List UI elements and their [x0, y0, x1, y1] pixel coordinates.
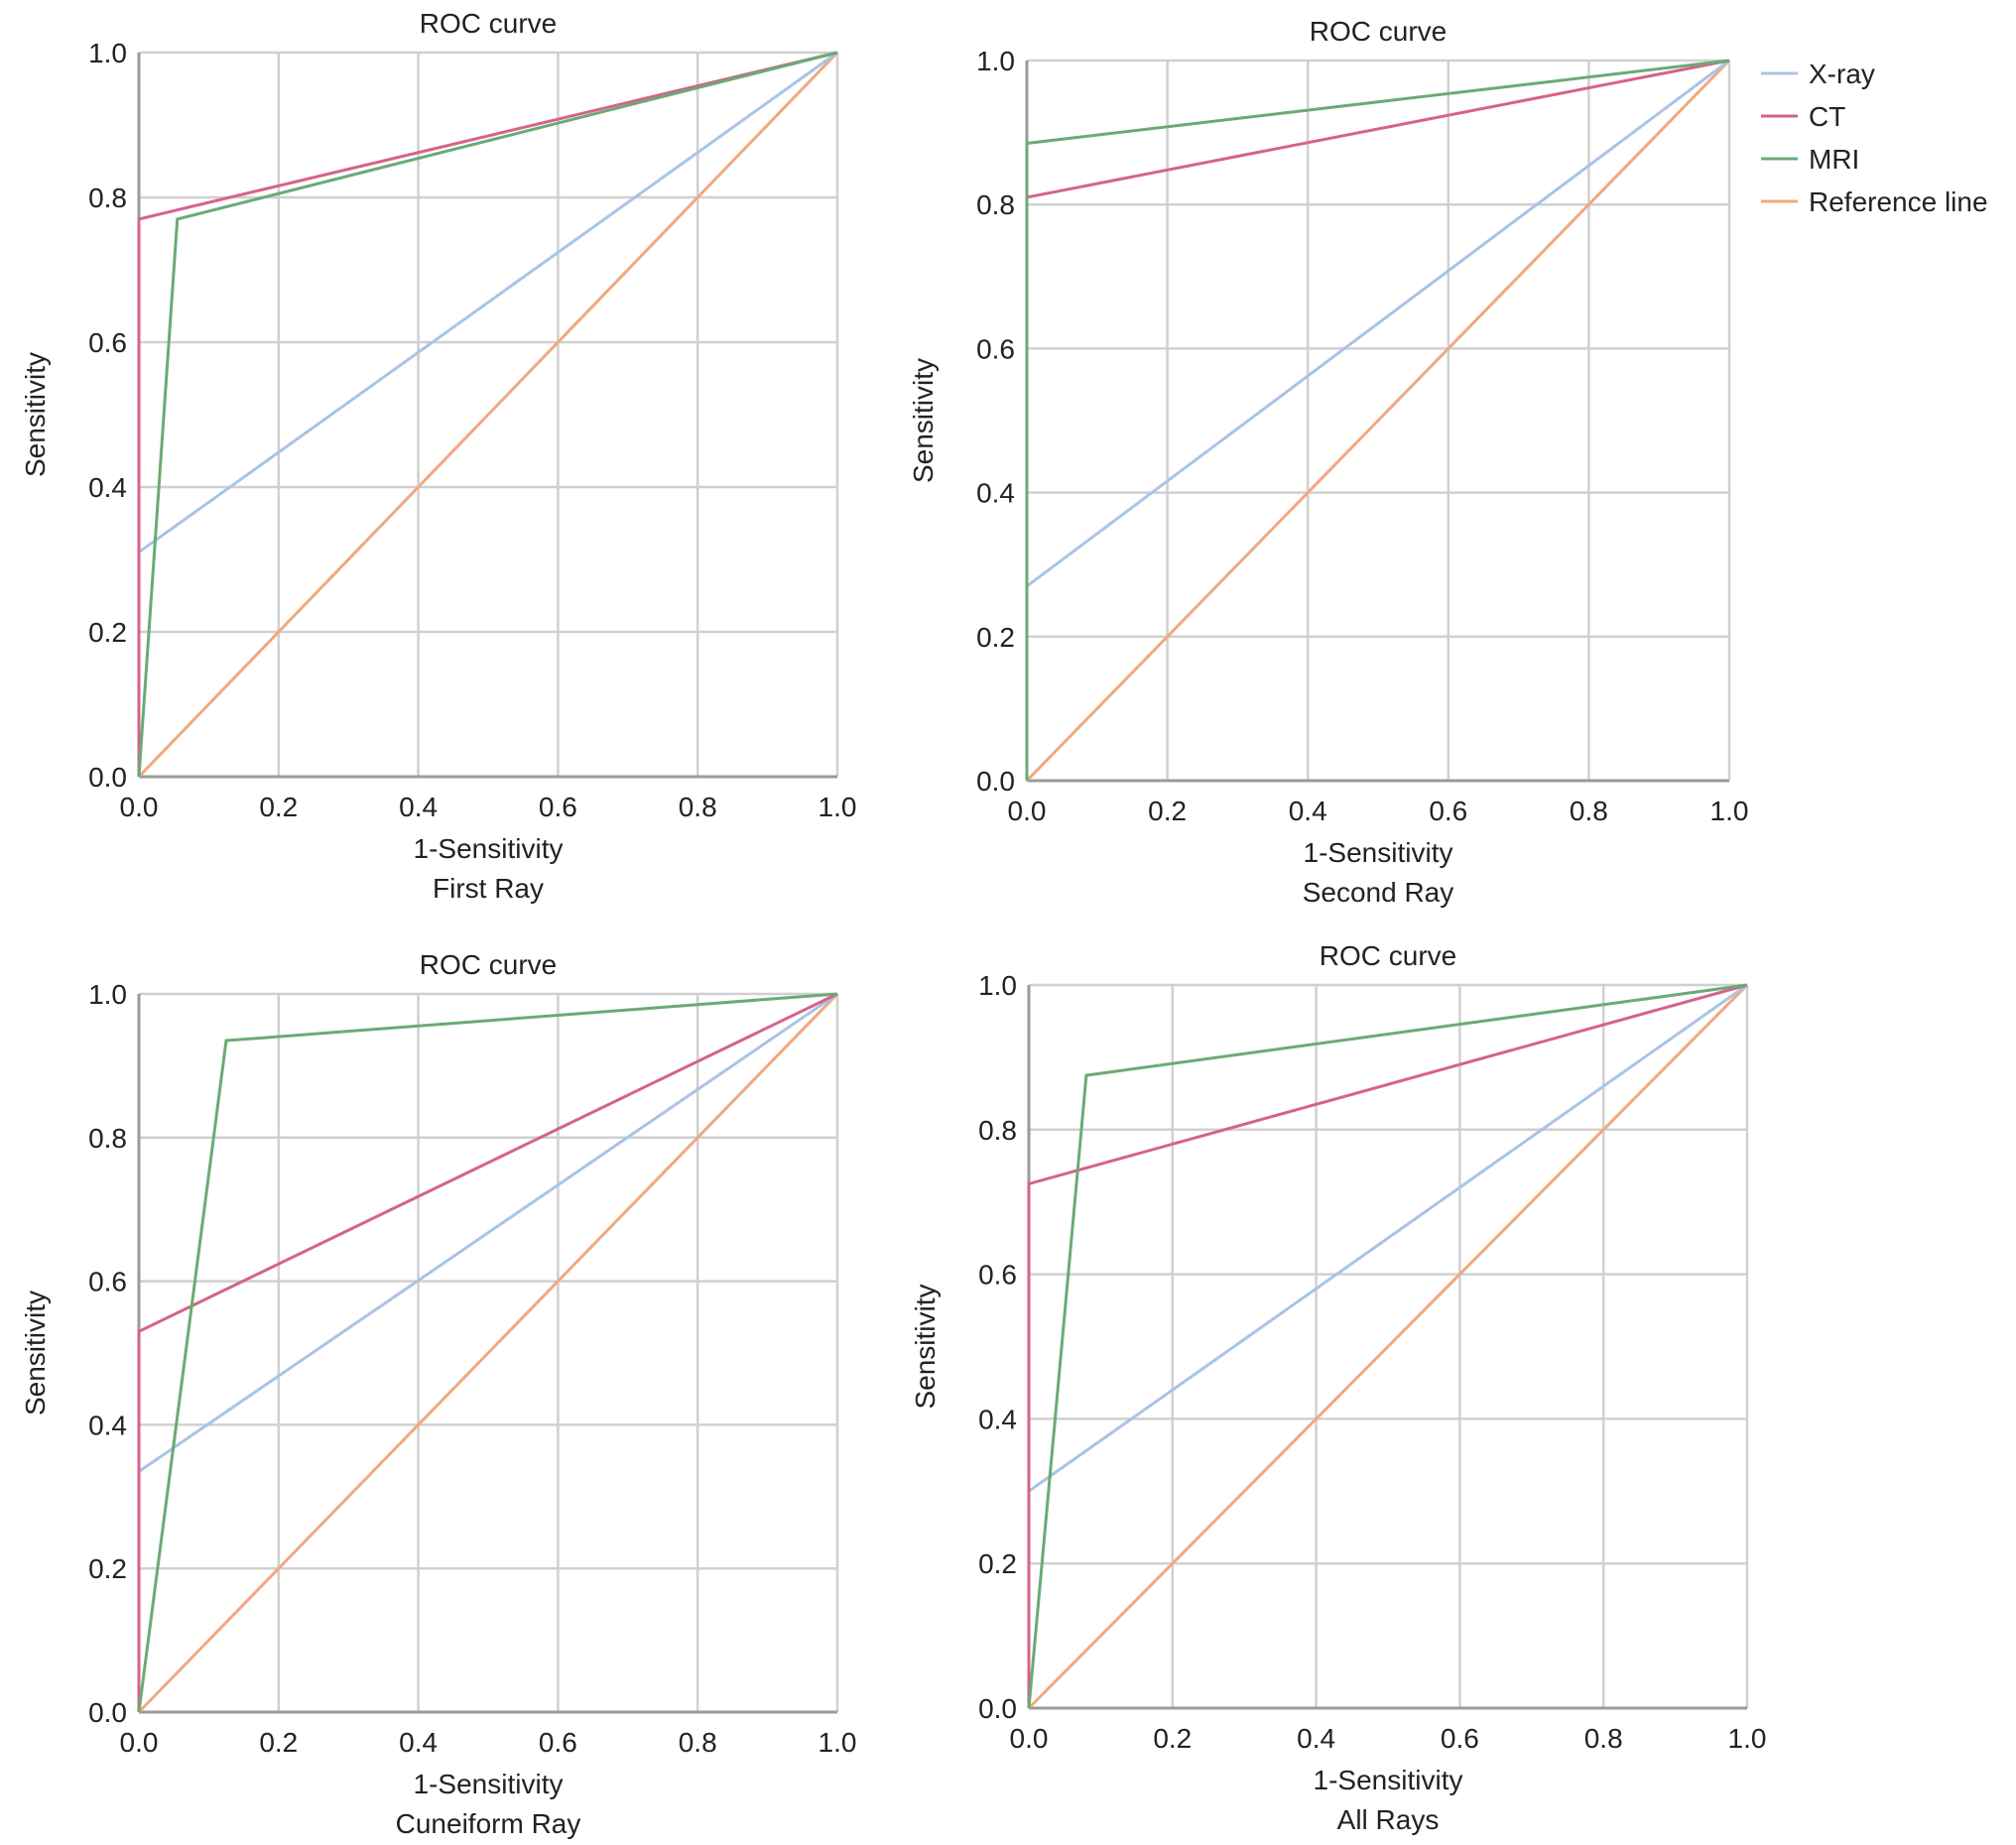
series-line-reference-line: [1025, 59, 1731, 783]
y-tick-label: 0.0: [976, 766, 1015, 797]
y-tick-label: 0.6: [88, 1267, 127, 1297]
y-tick-label: 0.4: [976, 478, 1015, 509]
x-tick-label: 0.8: [679, 792, 717, 822]
y-tick-label: 0.0: [88, 1697, 127, 1728]
y-tick-label: 0.8: [978, 1115, 1017, 1146]
x-tick-label: 0.2: [259, 1727, 298, 1758]
series-line-mri: [1025, 59, 1730, 781]
chart-subtitle: Second Ray: [1303, 877, 1454, 908]
chart-title: ROC curve: [1310, 16, 1447, 47]
legend-label: X-ray: [1809, 59, 1875, 89]
y-tick-label: 0.4: [88, 1410, 127, 1440]
y-tick-label: 0.6: [978, 1260, 1017, 1291]
series-line-ct: [137, 51, 838, 777]
chart-title: ROC curve: [420, 949, 557, 980]
y-tick-label: 0.2: [88, 617, 127, 648]
roc-panel-1: 0.00.0 0.2 0.2 0.4 0.4 0.6 0.6 0.8 0.8 1.0 1.0 ROC …: [20, 8, 856, 904]
x-tick-label: 0.0: [120, 1727, 159, 1758]
x-tick-label: 0.6: [1441, 1723, 1479, 1754]
x-axis-label: 1-Sensitivity: [414, 833, 564, 864]
y-tick-label: 1.0: [978, 970, 1017, 1001]
y-tick-label: 0.8: [88, 1123, 127, 1154]
y-tick-label: 0.0: [978, 1693, 1017, 1724]
y-tick-label: 1.0: [88, 979, 127, 1010]
y-axis-label: Sensitivity: [20, 1291, 51, 1415]
series-line-mri: [137, 51, 838, 778]
x-tick-label: 1.0: [819, 1727, 857, 1758]
x-tick-label: 0.6: [539, 1727, 577, 1758]
x-tick-label: 0.8: [1584, 1723, 1623, 1754]
x-tick-label: 0.0: [120, 792, 159, 822]
legend-label: Reference line: [1809, 186, 1988, 217]
roc-panel-2: 0.00.0 0.2 0.2 0.4 0.4 0.6 0.6 0.8 0.8 1.0 1.0 ROC …: [908, 16, 1988, 908]
x-tick-label: 1.0: [819, 792, 857, 822]
y-tick-label: 0.8: [88, 183, 127, 213]
x-axis-label: 1-Sensitivity: [1304, 837, 1453, 868]
x-tick-label: 1.0: [1710, 796, 1749, 826]
series-line-reference-line: [137, 992, 839, 1714]
x-tick-label: 1.0: [1728, 1723, 1767, 1754]
roc-panel-4: 0.00.0 0.2 0.2 0.4 0.4 0.6 0.6 0.8 0.8 1.0 1.0 ROC …: [910, 940, 1766, 1835]
y-axis-label: Sensitivity: [908, 358, 939, 483]
x-axis-label: 1-Sensitivity: [1314, 1765, 1463, 1795]
chart-subtitle: First Ray: [433, 873, 544, 904]
y-axis-label: Sensitivity: [910, 1284, 941, 1409]
y-tick-label: 0.4: [978, 1404, 1017, 1434]
y-axis-label: Sensitivity: [20, 352, 51, 477]
x-tick-label: 0.4: [399, 792, 438, 822]
chart-title: ROC curve: [420, 8, 557, 39]
legend-label: MRI: [1809, 144, 1859, 175]
x-tick-label: 0.0: [1010, 1723, 1049, 1754]
x-tick-label: 0.8: [1570, 796, 1608, 826]
x-tick-label: 0.2: [1153, 1723, 1192, 1754]
x-tick-label: 0.4: [1297, 1723, 1335, 1754]
legend-label: CT: [1809, 101, 1845, 132]
y-tick-label: 0.2: [978, 1548, 1017, 1579]
y-tick-label: 0.2: [976, 622, 1015, 653]
x-tick-label: 0.4: [399, 1727, 438, 1758]
y-tick-label: 1.0: [976, 46, 1015, 76]
series-line-mri: [137, 992, 838, 1713]
x-tick-label: 0.2: [259, 792, 298, 822]
series-line-reference-line: [1027, 983, 1749, 1710]
y-tick-label: 0.4: [88, 472, 127, 503]
chart-title: ROC curve: [1320, 940, 1456, 971]
x-tick-label: 0.8: [679, 1727, 717, 1758]
series-line-ct: [1027, 983, 1748, 1708]
series-line-ct: [137, 992, 838, 1712]
x-tick-label: 0.2: [1148, 796, 1187, 826]
y-tick-label: 1.0: [88, 38, 127, 68]
x-tick-label: 0.6: [539, 792, 577, 822]
legend: X-ray CT MRI Reference line: [1761, 59, 1988, 217]
x-axis-label: 1-Sensitivity: [414, 1769, 564, 1799]
x-tick-label: 0.4: [1289, 796, 1327, 826]
chart-subtitle: Cuneiform Ray: [396, 1808, 581, 1839]
y-tick-label: 0.2: [88, 1553, 127, 1584]
y-tick-label: 0.6: [976, 333, 1015, 364]
series-line-reference-line: [137, 51, 839, 779]
x-tick-label: 0.0: [1008, 796, 1047, 826]
x-tick-label: 0.6: [1429, 796, 1467, 826]
chart-subtitle: All Rays: [1337, 1804, 1440, 1835]
y-tick-label: 0.0: [88, 762, 127, 793]
roc-panel-3: 0.00.0 0.2 0.2 0.4 0.4 0.6 0.6 0.8 0.8 1.0 1.0 ROC …: [20, 949, 856, 1839]
y-tick-label: 0.8: [976, 189, 1015, 220]
y-tick-label: 0.6: [88, 327, 127, 358]
series-line-mri: [1027, 983, 1748, 1709]
